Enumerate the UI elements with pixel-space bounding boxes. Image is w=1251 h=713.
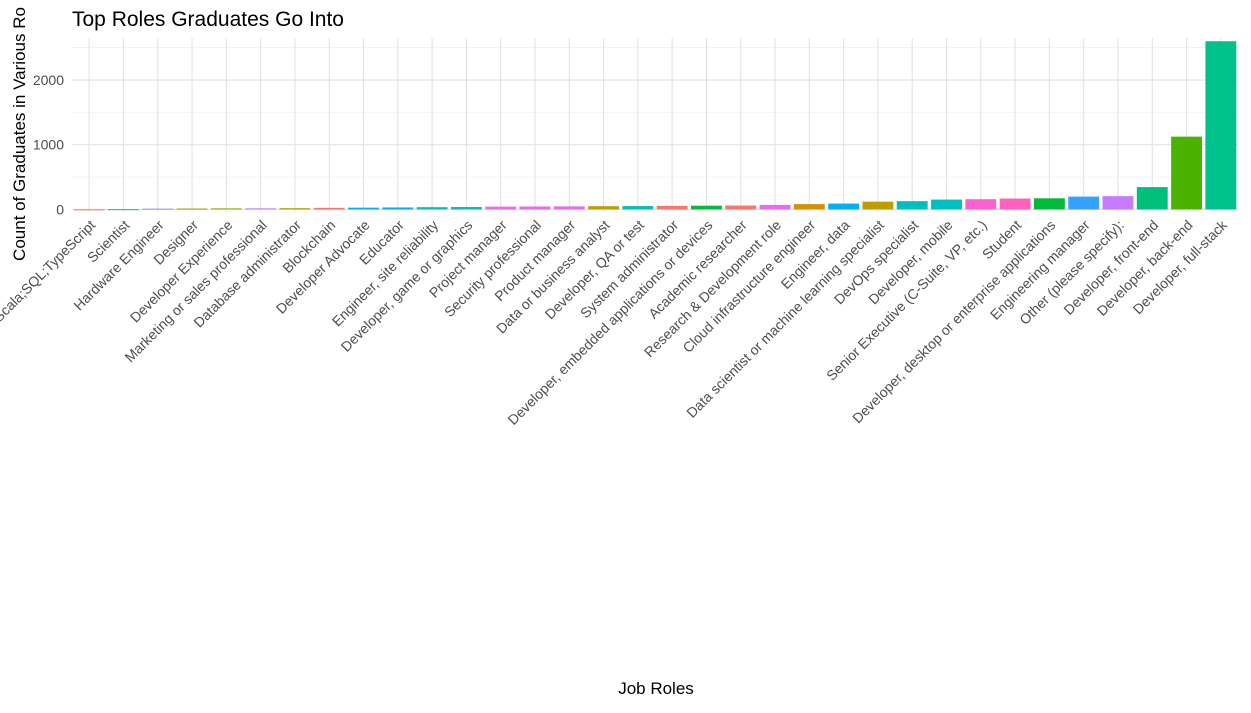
bars bbox=[73, 41, 1237, 211]
bar bbox=[450, 207, 482, 210]
bar bbox=[210, 208, 242, 210]
bar bbox=[1136, 187, 1168, 210]
bar bbox=[1068, 196, 1100, 210]
bar bbox=[553, 206, 585, 210]
bar bbox=[1171, 136, 1202, 210]
bar bbox=[725, 205, 757, 210]
chart-title: Top Roles Graduates Go Into bbox=[72, 8, 344, 31]
bar bbox=[1033, 198, 1065, 210]
bar bbox=[1102, 196, 1134, 210]
y-tick-label: 2000 bbox=[33, 72, 64, 88]
bar bbox=[73, 209, 105, 211]
gridlines bbox=[72, 38, 1238, 212]
bar bbox=[931, 199, 962, 210]
bar bbox=[896, 201, 928, 210]
bar bbox=[1205, 41, 1237, 210]
bar bbox=[382, 207, 414, 210]
x-axis-label: Job Roles bbox=[618, 679, 694, 698]
bar bbox=[108, 209, 139, 211]
bar bbox=[588, 206, 619, 210]
bar bbox=[485, 206, 517, 210]
y-axis-label: Count of Graduates in Various Ro bbox=[10, 7, 29, 261]
y-tick-label: 0 bbox=[56, 201, 64, 217]
bar bbox=[622, 206, 654, 210]
y-tick-label: 1000 bbox=[33, 137, 64, 153]
bar bbox=[965, 199, 997, 210]
bar bbox=[176, 208, 208, 210]
bar bbox=[656, 205, 688, 210]
bar bbox=[862, 201, 894, 210]
bar bbox=[828, 203, 860, 210]
bar bbox=[142, 208, 174, 210]
bar bbox=[416, 207, 448, 210]
bar bbox=[999, 198, 1031, 210]
y-tick-labels: 0 1000 2000 bbox=[33, 72, 64, 217]
bar bbox=[759, 204, 791, 210]
bar bbox=[313, 207, 345, 210]
bar bbox=[793, 204, 825, 210]
bar bbox=[245, 208, 277, 210]
bar bbox=[691, 205, 722, 210]
bar bbox=[348, 207, 379, 210]
bar bbox=[519, 206, 551, 210]
bar bbox=[279, 208, 311, 210]
